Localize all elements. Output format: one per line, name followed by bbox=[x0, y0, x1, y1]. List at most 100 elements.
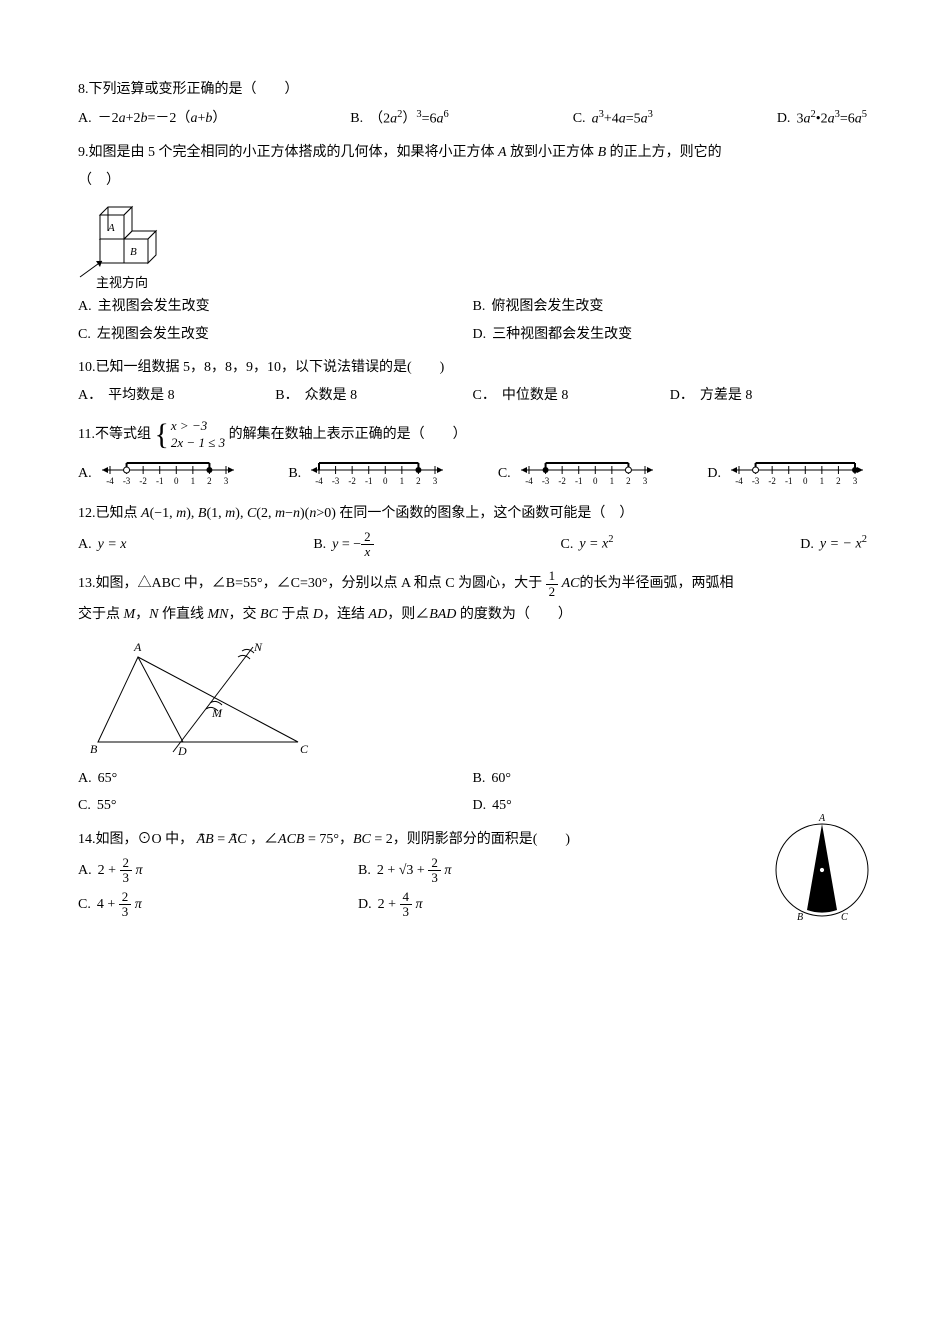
option-text: 众数是 8 bbox=[305, 384, 358, 408]
svg-text:B: B bbox=[90, 742, 98, 756]
q13-opt-c[interactable]: C.55° bbox=[78, 794, 473, 818]
q9-opt-a[interactable]: A.主视图会发生改变 bbox=[78, 295, 473, 319]
svg-text:-2: -2 bbox=[558, 476, 566, 486]
q10-opt-c[interactable]: C．中位数是 8 bbox=[473, 384, 670, 408]
svg-text:-4: -4 bbox=[106, 476, 114, 486]
question-8: 8.下列运算或变形正确的是（ ） A. －2a+2b=－2（a+b） B. （2… bbox=[78, 78, 867, 131]
q8-opt-b[interactable]: B. （2a2）3=6a6 bbox=[350, 106, 449, 131]
system-row2: 2x − 1 ≤ 3 bbox=[171, 435, 225, 452]
q13-stem-p1: 13.如图，△ABC 中，∠B=55°，∠C=30°，分别以点 A 和点 C 为… bbox=[78, 576, 542, 591]
q11-opt-c[interactable]: C. -4-3-2-10123 bbox=[498, 456, 657, 492]
q13-opt-a[interactable]: A.65° bbox=[78, 767, 473, 791]
svg-text:0: 0 bbox=[383, 476, 388, 486]
option-label: C． bbox=[473, 384, 496, 408]
question-12: 12.已知点 A(−1, m), B(1, m), C(2, m−n)(n>0)… bbox=[78, 502, 867, 559]
q10-opt-b[interactable]: B． 众数是 8 bbox=[275, 384, 472, 408]
triangle-construction-icon: A B C D M N bbox=[78, 637, 318, 757]
svg-text:B: B bbox=[797, 912, 803, 922]
q10-opt-a[interactable]: A．平均数是 8 bbox=[78, 384, 275, 408]
q12-options: A. y = x B. y = −2x C. y = x2 D. y = − x… bbox=[78, 530, 867, 560]
system-row1: x > −3 bbox=[171, 418, 225, 435]
q13-stem: 13.如图，△ABC 中，∠B=55°，∠C=30°，分别以点 A 和点 C 为… bbox=[78, 569, 867, 599]
q11-stem: 11.不等式组 { x > −3 2x − 1 ≤ 3 的解集在数轴上表示正确的… bbox=[78, 418, 867, 452]
option-text: y = −2x bbox=[332, 530, 374, 560]
q8-opt-c[interactable]: C. a3+4a=5a3 bbox=[573, 106, 653, 131]
q11-opt-a[interactable]: A. -4-3-2-10123 bbox=[78, 456, 238, 492]
option-text: 60° bbox=[491, 767, 511, 791]
q9-figure: A B 主视方向 bbox=[78, 199, 867, 289]
q14-options: A. 2 + 23 π B. 2 + √3 + 23 π C. 4 + 23 π… bbox=[78, 856, 638, 919]
option-label: D. bbox=[358, 893, 372, 917]
q11-opt-b[interactable]: B. -4-3-2-10123 bbox=[288, 456, 447, 492]
svg-text:0: 0 bbox=[803, 476, 808, 486]
option-label: D． bbox=[670, 384, 694, 408]
question-13: 13.如图，△ABC 中，∠B=55°，∠C=30°，分别以点 A 和点 C 为… bbox=[78, 569, 867, 818]
option-label: C. bbox=[498, 462, 511, 486]
svg-text:-4: -4 bbox=[315, 476, 323, 486]
q9-opt-c[interactable]: C.左视图会发生改变 bbox=[78, 323, 473, 347]
svg-text:1: 1 bbox=[820, 476, 825, 486]
option-label: A． bbox=[78, 384, 102, 408]
q8-stem: 8.下列运算或变形正确的是（ ） bbox=[78, 78, 867, 102]
svg-text:3: 3 bbox=[223, 476, 228, 486]
option-label: A. bbox=[78, 462, 92, 486]
q11-stem-prefix: 11.不等式组 bbox=[78, 427, 151, 442]
option-label: C. bbox=[560, 533, 573, 557]
option-text: 2 + 43 π bbox=[378, 890, 423, 920]
q8-opt-d[interactable]: D. 3a2•2a3=6a5 bbox=[777, 106, 867, 131]
option-label: D. bbox=[800, 533, 814, 557]
question-11: 11.不等式组 { x > −3 2x − 1 ≤ 3 的解集在数轴上表示正确的… bbox=[78, 418, 867, 492]
option-text: 65° bbox=[98, 767, 118, 791]
option-label: A. bbox=[78, 295, 92, 319]
option-text: 三种视图都会发生改变 bbox=[492, 323, 632, 347]
option-label: D. bbox=[473, 323, 487, 347]
q8-opt-a[interactable]: A. －2a+2b=－2（a+b） bbox=[78, 107, 226, 131]
q12-opt-b[interactable]: B. y = −2x bbox=[313, 530, 373, 560]
svg-text:C: C bbox=[841, 912, 848, 922]
q10-opt-d[interactable]: D．方差是 8 bbox=[670, 384, 867, 408]
svg-text:3: 3 bbox=[853, 476, 858, 486]
q9-blank: （ ） bbox=[78, 169, 867, 193]
inequality-system: { x > −3 2x − 1 ≤ 3 bbox=[154, 418, 225, 452]
svg-text:-3: -3 bbox=[332, 476, 340, 486]
option-label: B. bbox=[350, 107, 363, 131]
svg-text:M: M bbox=[211, 706, 223, 720]
svg-text:3: 3 bbox=[642, 476, 647, 486]
option-label: C. bbox=[78, 323, 91, 347]
q9-opt-b[interactable]: B.俯视图会发生改变 bbox=[473, 295, 868, 319]
option-text: 45° bbox=[492, 794, 512, 818]
svg-text:1: 1 bbox=[400, 476, 405, 486]
option-label: B. bbox=[358, 859, 371, 883]
q14-figure: A B C bbox=[767, 812, 877, 922]
q9-opt-d[interactable]: D.三种视图都会发生改变 bbox=[473, 323, 868, 347]
q13-opt-b[interactable]: B.60° bbox=[473, 767, 868, 791]
svg-text:-3: -3 bbox=[542, 476, 550, 486]
option-label: C. bbox=[573, 107, 586, 131]
option-text: a3+4a=5a3 bbox=[592, 106, 653, 131]
q9-options: A.主视图会发生改变 B.俯视图会发生改变 C.左视图会发生改变 D.三种视图都… bbox=[78, 295, 867, 347]
svg-text:0: 0 bbox=[174, 476, 179, 486]
question-14: 14.如图，⊙O 中， ⌢AB = ⌢AC ，∠ACB = 75°，BC = 2… bbox=[78, 828, 867, 919]
q14-opt-d[interactable]: D. 2 + 43 π bbox=[358, 890, 638, 920]
option-text: 方差是 8 bbox=[700, 384, 753, 408]
q12-opt-d[interactable]: D. y = − x2 bbox=[800, 531, 867, 556]
option-label: A. bbox=[78, 533, 92, 557]
svg-text:-1: -1 bbox=[365, 476, 373, 486]
q14-opt-b[interactable]: B. 2 + √3 + 23 π bbox=[358, 856, 638, 886]
svg-text:1: 1 bbox=[609, 476, 614, 486]
arc-equality: ⌢AB = ⌢AC bbox=[197, 832, 250, 847]
q14-opt-c[interactable]: C. 4 + 23 π bbox=[78, 890, 358, 920]
q14-opt-a[interactable]: A. 2 + 23 π bbox=[78, 856, 358, 886]
q12-opt-a[interactable]: A. y = x bbox=[78, 533, 127, 557]
svg-text:-2: -2 bbox=[139, 476, 147, 486]
svg-text:-3: -3 bbox=[752, 476, 760, 486]
option-label: B． bbox=[275, 384, 298, 408]
q11-opt-d[interactable]: D. -4-3-2-10123 bbox=[707, 456, 867, 492]
q10-stem: 10.已知一组数据 5，8，8，9，10，以下说法错误的是( ) bbox=[78, 356, 867, 380]
q14-stem-prefix: 14.如图，⊙O 中， bbox=[78, 832, 193, 847]
option-text: 4 + 23 π bbox=[97, 890, 142, 920]
view-direction-label: 主视方向 bbox=[96, 275, 148, 289]
q12-opt-c[interactable]: C. y = x2 bbox=[560, 531, 613, 556]
option-text: y = x2 bbox=[579, 531, 613, 556]
svg-text:N: N bbox=[253, 640, 263, 654]
